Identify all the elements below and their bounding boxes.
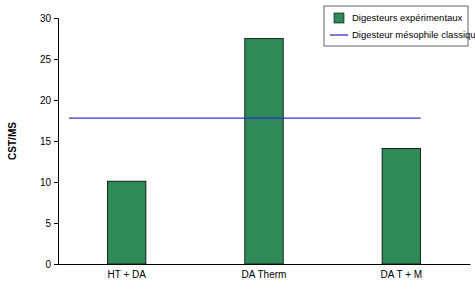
y-tick: 5 <box>45 218 58 229</box>
y-tick-label: 30 <box>40 13 52 24</box>
y-tick: 25 <box>40 54 58 65</box>
y-tick-label: 10 <box>40 177 52 188</box>
legend-item: Digesteur mésophile classique <box>330 29 475 40</box>
legend-label: Digesteurs expérimentaux <box>352 12 463 23</box>
y-axis-title: CST/MS <box>7 122 18 160</box>
x-tick: DA Therm <box>242 264 287 280</box>
legend-item: Digesteurs expérimentaux <box>334 12 463 23</box>
y-tick-label: 25 <box>40 54 52 65</box>
y-tick: 15 <box>40 136 58 147</box>
x-axis: HT + DA DA Therm DA T + M <box>59 264 471 280</box>
legend-label: Digesteur mésophile classique <box>352 29 475 40</box>
y-tick: 10 <box>40 177 58 188</box>
y-tick-mark <box>54 59 58 60</box>
plot-area <box>69 39 421 265</box>
y-tick-mark <box>54 18 58 19</box>
y-tick-label: 15 <box>40 136 52 147</box>
legend-swatch <box>330 34 348 35</box>
y-axis-line <box>54 19 59 265</box>
x-tick: DA T + M <box>381 264 423 280</box>
bar <box>107 181 145 264</box>
y-axis: 0 5 10 15 20 25 30 <box>40 13 59 270</box>
bar <box>382 148 420 264</box>
x-tick-label: DA T + M <box>381 269 423 280</box>
chart: 0 5 10 15 20 25 30 HT + DA DA Therm DA T + M CST/M… <box>0 0 475 291</box>
y-tick-mark <box>54 264 58 265</box>
legend-swatch <box>334 13 344 23</box>
legend: Digesteurs expérimentaux Digesteur mésoph… <box>324 6 475 46</box>
y-tick: 30 <box>40 13 58 24</box>
y-tick-mark <box>54 182 58 183</box>
y-tick-label: 20 <box>40 95 52 106</box>
bar <box>245 39 283 265</box>
x-axis-line <box>59 264 471 265</box>
reference-line <box>69 117 421 118</box>
y-tick-label: 0 <box>45 259 51 270</box>
y-tick-mark <box>54 100 58 101</box>
y-tick-label: 5 <box>45 218 51 229</box>
y-tick: 20 <box>40 95 58 106</box>
x-tick: HT + DA <box>107 264 146 280</box>
y-tick-mark <box>54 141 58 142</box>
y-tick-mark <box>54 223 58 224</box>
x-tick-label: HT + DA <box>107 269 146 280</box>
y-tick: 0 <box>45 259 58 270</box>
x-tick-label: DA Therm <box>242 269 287 280</box>
